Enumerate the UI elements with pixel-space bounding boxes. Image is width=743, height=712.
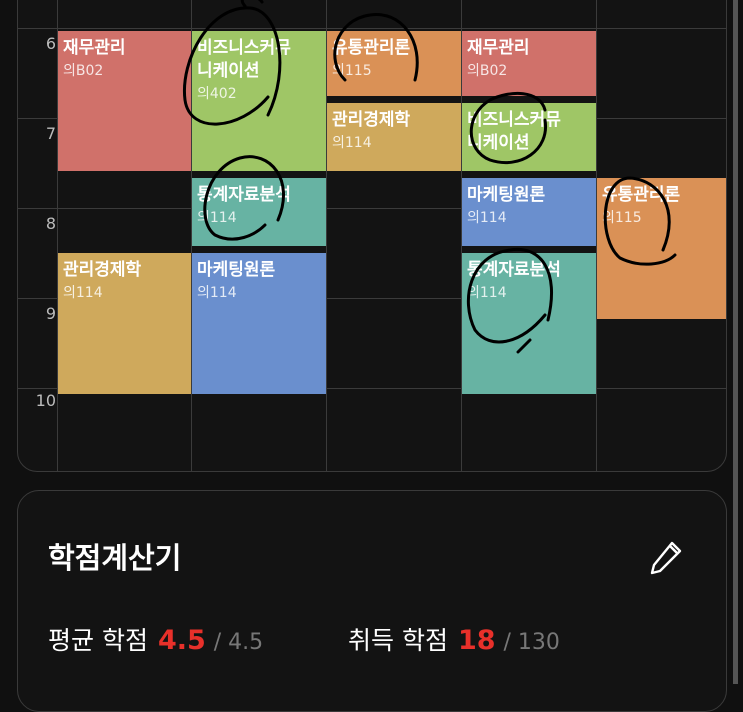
grid-line <box>326 0 327 471</box>
course-room: 의114 <box>332 135 372 151</box>
grid-line <box>191 0 192 471</box>
grid-line <box>461 0 462 471</box>
course-room: 의114 <box>197 210 237 226</box>
average-grade-value: 4.5 <box>157 625 206 656</box>
hour-label: 7 <box>45 124 56 143</box>
course-room: 의402 <box>197 86 237 102</box>
hour-label: 8 <box>45 214 56 233</box>
grid-line <box>18 388 726 389</box>
calculator-title: 학점계산기 <box>48 541 182 575</box>
course-name: 관리경제학 <box>332 110 411 130</box>
earned-credits-max: / 130 <box>503 630 560 655</box>
grid-line <box>18 208 726 209</box>
course-name: 통계자료분석 <box>467 260 561 280</box>
grid-line <box>57 0 58 471</box>
average-grade: 평균 학점 4.5 / 4.5 <box>48 621 263 657</box>
course-name: 유통관리론 <box>332 38 411 58</box>
timetable: 6 7 8 9 10 재무관리 의B02 관리경제학 의114 비즈니스커뮤 니케이… <box>17 0 727 472</box>
course-name: 관리경제학 <box>63 260 142 280</box>
grid-line <box>18 298 726 299</box>
hour-label: 6 <box>45 34 56 53</box>
course-name: 통계자료분석 <box>197 185 291 205</box>
course-room: 의B02 <box>63 63 104 79</box>
course-name: 비즈니스커뮤 니케이션 <box>467 110 561 153</box>
earned-credits-value: 18 <box>457 625 496 656</box>
course-room: 의114 <box>467 285 507 301</box>
course-room: 의114 <box>467 210 507 226</box>
hour-label: 10 <box>35 391 56 410</box>
course-name: 마케팅원론 <box>467 185 546 205</box>
average-grade-max: / 4.5 <box>213 630 264 655</box>
hour-label: 9 <box>45 304 56 323</box>
course-room: 의114 <box>197 285 237 301</box>
course-room: 의115 <box>332 63 372 79</box>
course-name: 유통관리론 <box>602 185 681 205</box>
course-name: 마케팅원론 <box>197 260 276 280</box>
course-block[interactable]: 비즈니스커뮤 니케이션 <box>462 103 596 171</box>
course-name: 재무관리 <box>467 38 530 58</box>
course-room: 의114 <box>63 285 103 301</box>
course-room: 의B02 <box>467 63 508 79</box>
average-grade-label: 평균 학점 <box>48 626 148 655</box>
scrollbar[interactable] <box>733 0 738 684</box>
course-name: 재무관리 <box>63 38 126 58</box>
pencil-icon[interactable] <box>646 539 686 583</box>
grid-line <box>596 0 597 471</box>
course-name: 비즈니스커뮤 니케이션 <box>197 38 291 81</box>
grid-line <box>18 28 726 29</box>
earned-credits-label: 취득 학점 <box>348 626 448 655</box>
earned-credits: 취득 학점 18 / 130 <box>348 621 560 657</box>
grade-calculator-card: 학점계산기 평균 학점 4.5 / 4.5 취득 학점 18 / 130 <box>17 490 727 712</box>
course-room: 의115 <box>602 210 642 226</box>
